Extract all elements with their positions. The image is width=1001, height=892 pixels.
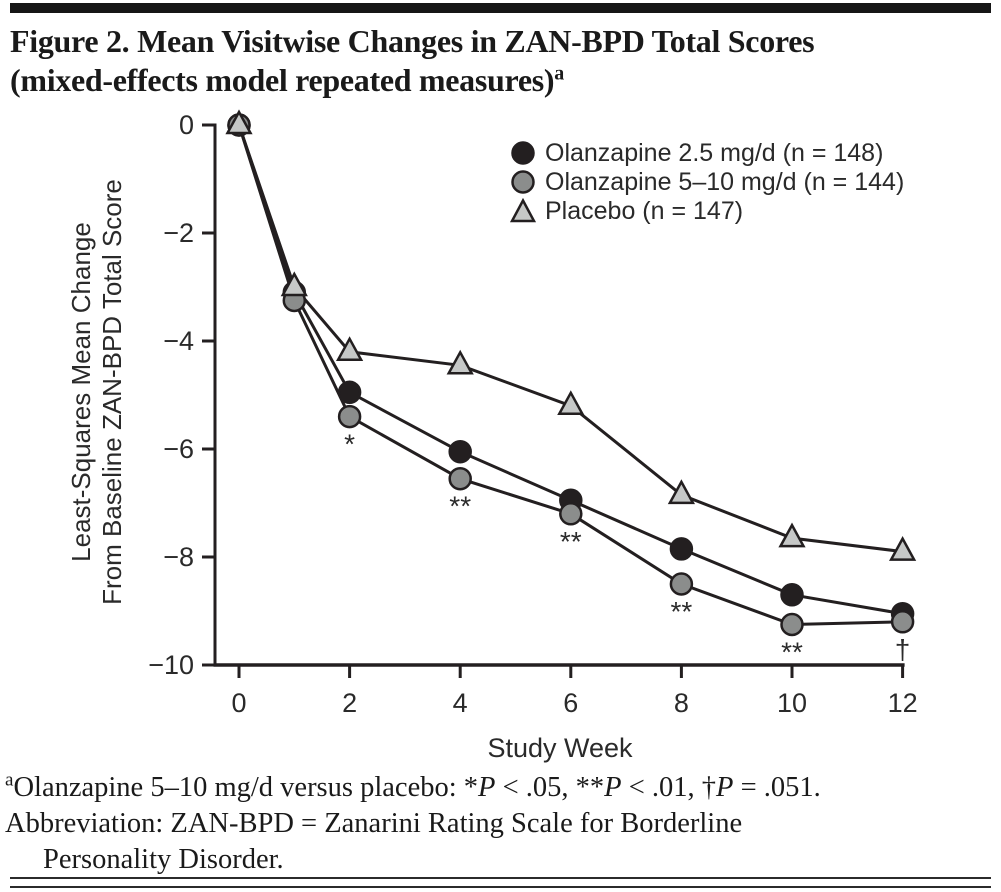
y-axis-label: Least-Squares Mean Change From Baseline … [66,92,128,692]
p-value-symbol: P [478,772,496,803]
circle-marker [669,572,694,596]
circle-marker [448,439,472,464]
y-axis-ticks: 0 −2 −4 −6 −8 −10 [148,110,215,680]
annotation-**: ** [560,526,582,557]
circle-marker [559,502,583,526]
x-tick-label: 0 [231,688,246,718]
triangle-marker [446,349,474,375]
p-value-symbol: P [604,772,622,803]
significance-annotations: ********* † [344,429,910,668]
y-tick-label: −2 [163,218,194,248]
legend-label: Olanzapine 5–10 mg/d (n = 144) [545,167,905,196]
x-tick-label: 6 [563,688,578,718]
series-markers-2 [225,109,917,561]
circle-marker [780,583,804,607]
triangle-marker [225,109,253,135]
annotation-**: ** [781,637,803,668]
y-tick-label: 0 [179,110,194,140]
gray-circle-icon [511,170,535,194]
figure-title-line1: Figure 2. Mean Visitwise Changes in ZAN-… [10,23,815,59]
legend-item-olanzapine-5-10: Olanzapine 5–10 mg/d (n = 144) [510,167,905,196]
annotation-*: * [344,429,355,460]
y-tick-label: −8 [163,542,194,572]
figure-footnotes: aOlanzapine 5–10 mg/d versus placebo: *P… [5,770,997,878]
triangle-marker [335,336,364,362]
series-line-1 [237,124,903,627]
footnote-significance: aOlanzapine 5–10 mg/d versus placebo: *P… [5,770,997,806]
annotation-†: † [895,634,911,665]
footnote-text: Personality Disorder. [43,844,284,875]
footnote-text: Olanzapine 5–10 mg/d versus placebo: * [13,772,479,803]
x-tick-label: 12 [888,688,918,718]
triangle-marker [667,479,696,505]
x-axis-ticks: 0 2 4 6 8 10 12 [231,665,918,718]
triangle-marker [280,271,308,297]
triangle-marker [557,390,585,416]
circle-marker [337,380,362,405]
footnote-text: Abbreviation: ZAN-BPD = Zanarini Rating … [5,808,743,839]
line-chart: 0−2−4−6−8−100 2 4 6 8 10 12********* † [148,109,918,718]
bottom-rule [10,877,991,888]
triangle-icon [510,198,536,223]
y-axis-label-line2: From Baseline ZAN-BPD Total Score [97,179,127,605]
footnote-marker: a [5,769,14,791]
x-tick-label: 10 [777,688,807,718]
footnote-abbreviation: Abbreviation: ZAN-BPD = Zanarini Rating … [5,806,997,878]
p-value-symbol: P [716,772,734,803]
footnote-text: < .01, † [621,772,717,803]
triangle-marker [778,522,806,548]
triangle-marker [888,535,917,561]
top-rule [10,3,991,13]
annotation-**: ** [671,596,693,627]
legend-label: Olanzapine 2.5 mg/d (n = 148) [545,138,884,167]
legend-item-placebo: Placebo (n = 147) [510,196,904,225]
figure-title: Figure 2. Mean Visitwise Changes in ZAN-… [10,22,970,100]
legend-item-olanzapine-2-5: Olanzapine 2.5 mg/d (n = 148) [510,138,904,167]
series-line-0 [237,124,903,616]
chart-area: 0 −2 −4 −6 −8 −10 0 2 4 6 8 10 12 * ** ** ** ** † Least-Sq… [0,105,1001,767]
annotation-**: ** [449,491,471,522]
circle-marker [337,404,362,429]
y-tick-label: −6 [163,434,194,464]
x-tick-label: 8 [674,688,689,718]
figure-title-footnote-marker: a [554,62,564,85]
axes [213,123,905,667]
x-tick-label: 4 [453,688,468,718]
x-tick-label: 2 [342,688,357,718]
y-tick-label: −4 [163,326,194,356]
circle-marker [890,610,915,634]
x-axis-label: Study Week [487,733,633,763]
circle-marker [780,612,804,637]
circle-marker [448,466,472,491]
filled-circle-icon [511,141,535,165]
footnote-text: = .051. [733,772,821,803]
legend-label: Placebo (n = 147) [545,196,744,225]
chart-legend: Olanzapine 2.5 mg/d (n = 148) Olanzapine… [510,138,905,225]
figure-title-line2: (mixed-effects model repeated measures) [10,62,555,98]
y-tick-label: −10 [148,650,194,680]
footnote-text: < .05, ** [495,772,605,803]
circle-marker [669,537,694,561]
y-axis-label-line1: Least-Squares Mean Change [66,222,96,562]
